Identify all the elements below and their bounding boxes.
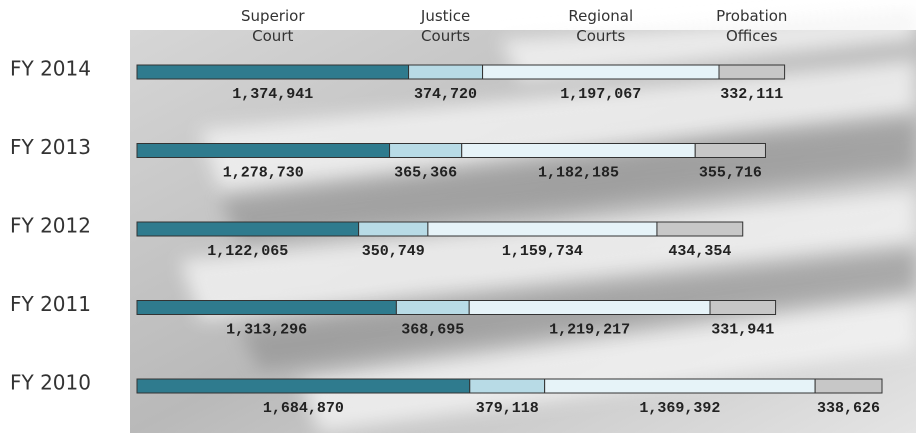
bar-segment xyxy=(390,144,462,158)
bar-segment xyxy=(137,379,470,393)
value-label: 1,159,734 xyxy=(502,243,583,260)
bar-segment xyxy=(137,301,396,315)
value-label: 1,182,185 xyxy=(538,164,619,181)
value-label: 1,684,870 xyxy=(263,400,344,417)
value-label: 350,749 xyxy=(362,243,425,260)
value-label: 365,366 xyxy=(394,164,457,181)
legend-label: Regional Courts xyxy=(556,6,646,46)
category-label: FY 2010 xyxy=(10,371,91,395)
value-label: 1,122,065 xyxy=(207,243,288,260)
bar-segment xyxy=(137,65,409,79)
chart-svg: FY 2014 1,374,941 374,720 1,197,067 332,111 F… xyxy=(0,0,916,433)
value-label: 355,716 xyxy=(699,164,762,181)
value-label: 1,313,296 xyxy=(226,321,307,338)
bar-segment xyxy=(657,222,743,236)
bar-segment xyxy=(469,301,710,315)
value-label: 332,111 xyxy=(720,86,783,103)
category-label: FY 2012 xyxy=(10,214,91,238)
value-label: 1,219,217 xyxy=(549,321,630,338)
bar-segment xyxy=(359,222,428,236)
legend-label: Superior Court xyxy=(228,6,318,46)
bar-segment xyxy=(137,144,390,158)
bar-segment xyxy=(719,65,785,79)
bar-segment xyxy=(462,144,695,158)
bar-segment xyxy=(409,65,483,79)
legend-label: Justice Courts xyxy=(401,6,491,46)
value-label: 374,720 xyxy=(414,86,477,103)
chart: FY 2014 1,374,941 374,720 1,197,067 332,111 F… xyxy=(0,0,916,433)
bar-segment xyxy=(470,379,545,393)
value-label: 368,695 xyxy=(401,321,464,338)
bar-segment xyxy=(483,65,719,79)
value-label: 338,626 xyxy=(817,400,880,417)
value-label: 1,369,392 xyxy=(639,400,720,417)
category-label: FY 2014 xyxy=(10,57,91,81)
bar-segment xyxy=(815,379,882,393)
value-label: 1,197,067 xyxy=(560,86,641,103)
bar-segment xyxy=(695,144,765,158)
bar-segment xyxy=(545,379,815,393)
value-label: 331,941 xyxy=(711,321,774,338)
value-label: 434,354 xyxy=(668,243,731,260)
value-label: 1,278,730 xyxy=(223,164,304,181)
bar-segment xyxy=(137,222,359,236)
legend-label: Probation Offices xyxy=(707,6,797,46)
bar-segment xyxy=(396,301,469,315)
category-label: FY 2013 xyxy=(10,135,91,159)
value-label: 1,374,941 xyxy=(232,86,313,103)
value-label: 379,118 xyxy=(476,400,539,417)
bar-segment xyxy=(710,301,776,315)
bar-segment xyxy=(428,222,657,236)
category-label: FY 2011 xyxy=(10,292,91,316)
